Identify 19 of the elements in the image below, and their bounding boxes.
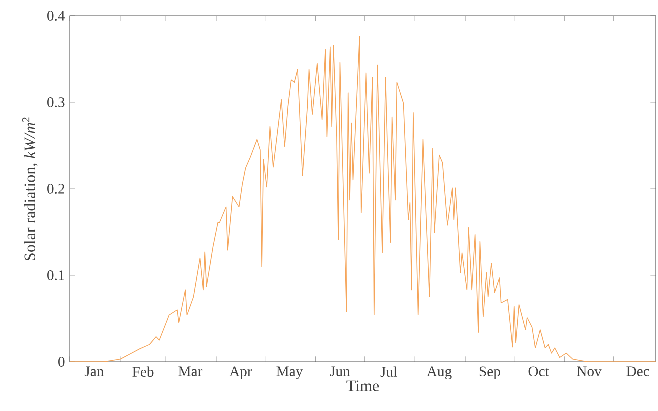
x-axis-title: Time	[346, 380, 380, 392]
x-tick-label: May	[276, 366, 304, 380]
y-tick-label: 0.2	[48, 184, 64, 194]
x-tick-label: Nov	[577, 366, 602, 376]
y-tick-label: 0.3	[48, 98, 65, 108]
x-tick-label: Jan	[84, 366, 104, 376]
x-tick-label: Mar	[178, 366, 203, 376]
x-tick-label: Jun	[330, 366, 350, 376]
x-tick-label: Dec	[626, 366, 650, 376]
x-tick-label: Feb	[132, 366, 154, 378]
x-tick-label: Sep	[480, 366, 500, 380]
x-tick-label: Apr	[230, 366, 252, 380]
y-tick-label: 0	[58, 357, 65, 367]
x-tick-label: Jul	[380, 366, 398, 378]
y-tick-label: 0.4	[48, 11, 66, 21]
y-axis-title: Solar radiation, kW/m$^{2}$	[22, 118, 38, 260]
x-tick-label: Aug	[427, 366, 452, 380]
x-tick-label: Oct	[528, 366, 550, 377]
y-tick-label: 0.1	[48, 270, 64, 280]
